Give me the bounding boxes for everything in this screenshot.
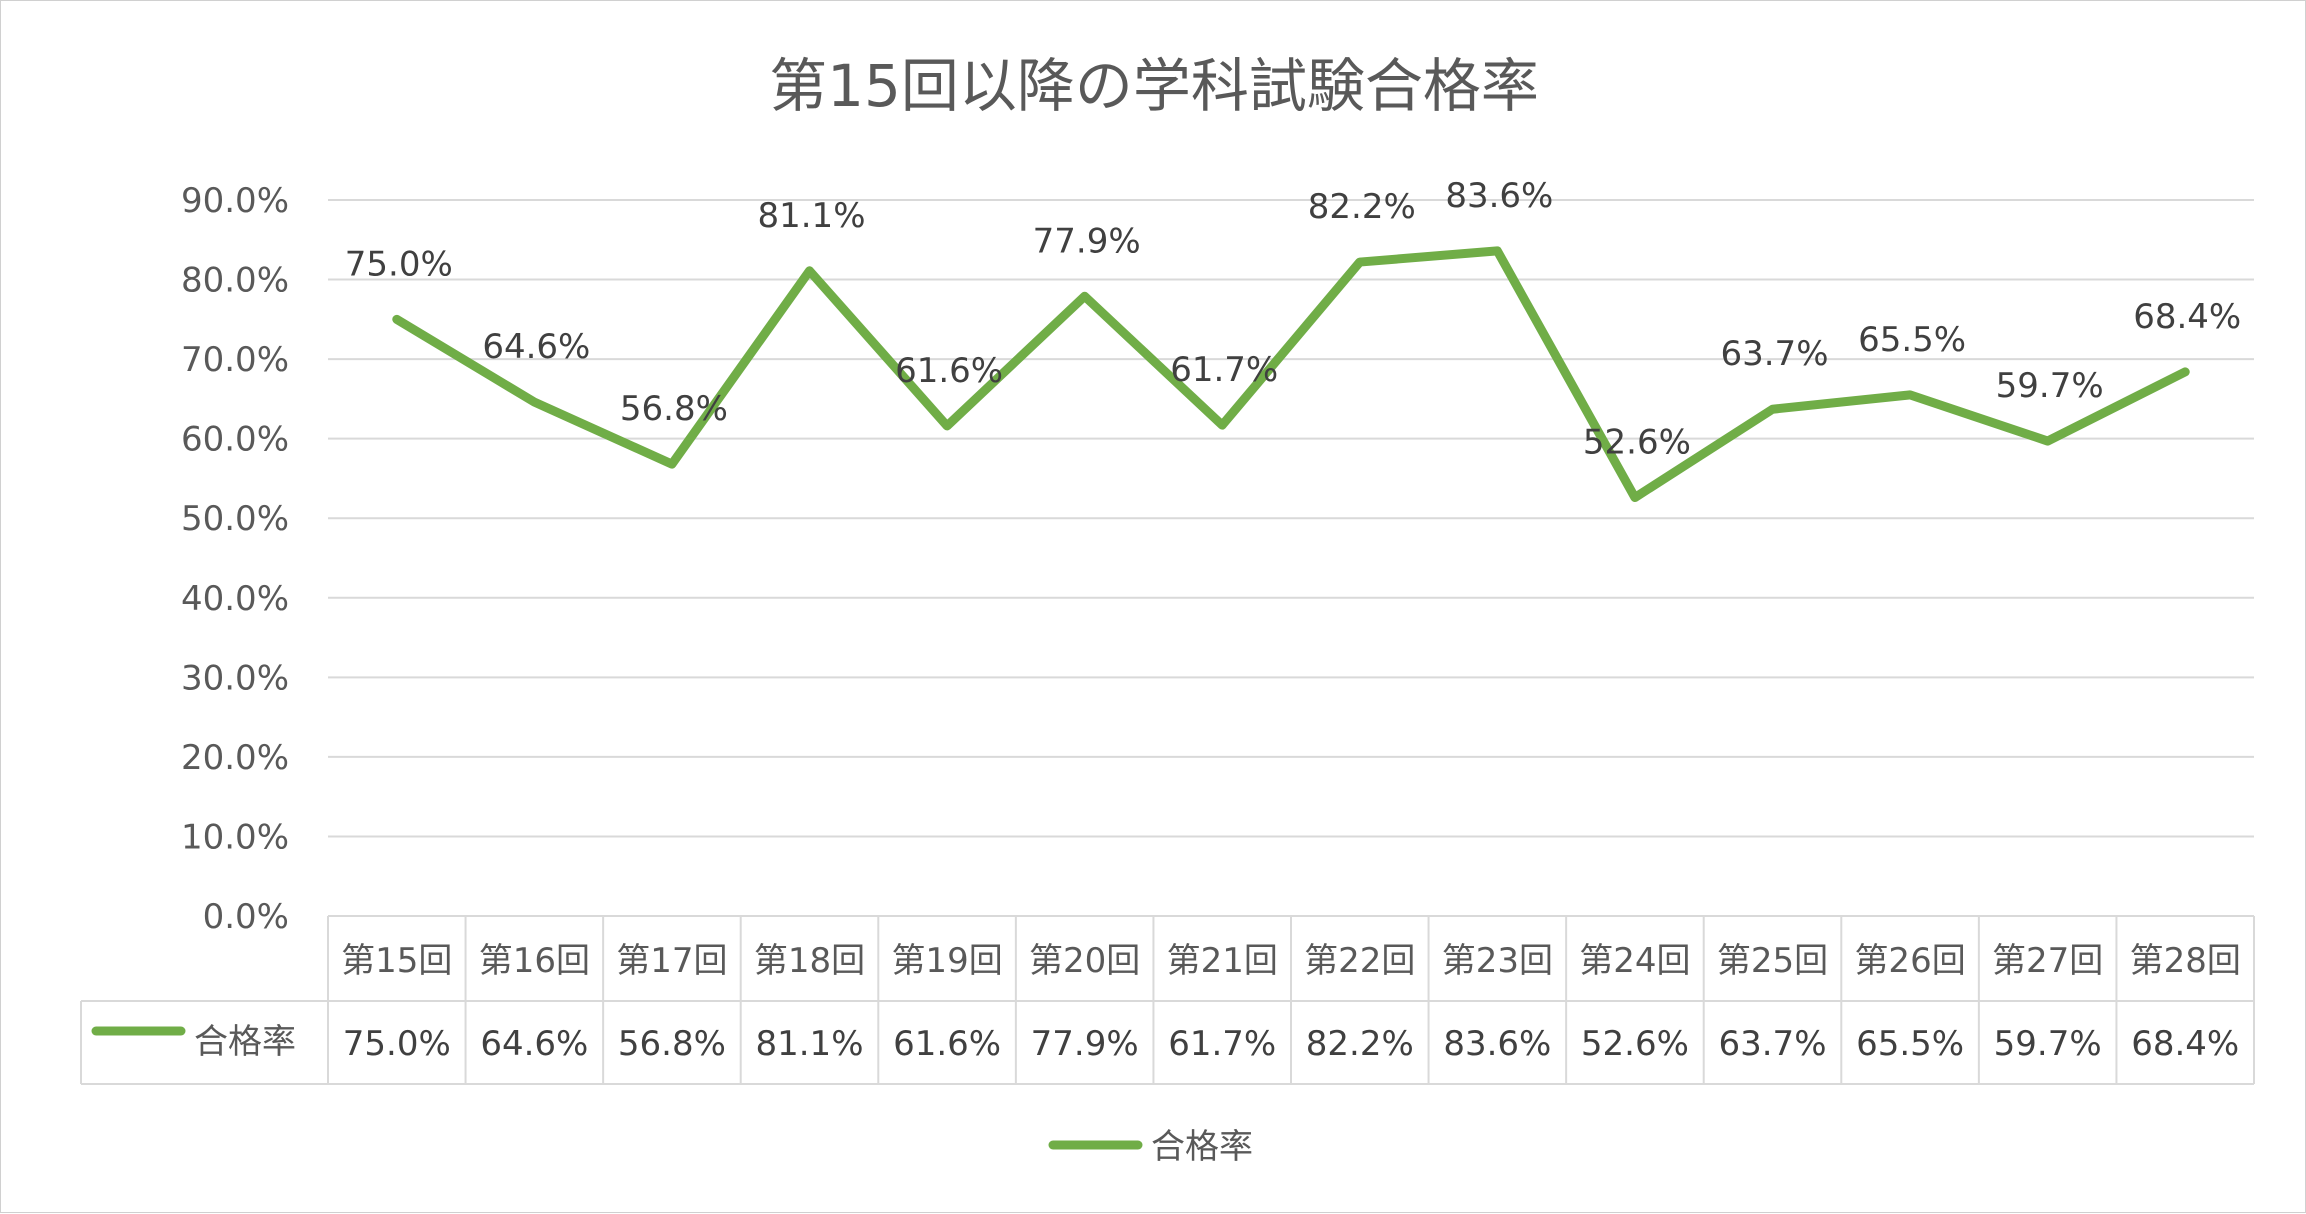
y-tick-label: 50.0% (181, 499, 289, 539)
data-label: 61.6% (895, 351, 1003, 391)
data-label: 81.1% (757, 196, 865, 236)
data-label: 64.6% (482, 327, 590, 367)
table-value: 81.1% (755, 1024, 863, 1064)
data-label: 65.5% (1858, 320, 1966, 360)
y-tick-label: 70.0% (181, 340, 289, 380)
x-category-label: 第22回 (1304, 941, 1415, 981)
y-tick-label: 20.0% (181, 738, 289, 778)
table-value: 52.6% (1581, 1024, 1689, 1064)
x-category-label: 第26回 (1854, 941, 1965, 981)
data-label: 75.0% (345, 244, 453, 284)
data-label: 56.8% (620, 389, 728, 429)
table-value: 56.8% (618, 1024, 726, 1064)
x-category-label: 第27回 (1992, 941, 2103, 981)
table-series-name: 合格率 (194, 1022, 296, 1062)
legend-label: 合格率 (1151, 1127, 1253, 1167)
table-value: 75.0% (343, 1024, 451, 1064)
x-category-label: 第24回 (1579, 941, 1690, 981)
table-value: 65.5% (1856, 1024, 1964, 1064)
x-category-label: 第19回 (891, 941, 1002, 981)
data-table: 第15回 第16回 第17回 第18回 第19回 第20回 第21回 第22回 第23回 第24回… (80, 915, 2255, 1085)
x-category-label: 第21回 (1167, 941, 1278, 981)
data-label: 63.7% (1720, 334, 1828, 374)
data-label: 68.4% (2133, 297, 2241, 337)
x-category-label: 第15回 (341, 941, 452, 981)
data-label: 83.6% (1445, 176, 1553, 216)
table-value: 77.9% (1031, 1024, 1139, 1064)
data-label: 77.9% (1033, 221, 1141, 261)
y-tick-label: 40.0% (181, 579, 289, 619)
data-label: 82.2% (1308, 187, 1416, 227)
y-tick-label: 60.0% (181, 420, 289, 460)
x-category-label: 第23回 (1442, 941, 1553, 981)
table-value: 63.7% (1718, 1024, 1826, 1064)
series-line-layer (392, 246, 2190, 503)
x-category-label: 第20回 (1029, 941, 1140, 981)
table-value: 83.6% (1443, 1024, 1551, 1064)
x-category-label: 第28回 (2130, 941, 2241, 981)
y-tick-label: 80.0% (181, 261, 289, 301)
y-axis-ticks: 0.0% 10.0% 20.0% 30.0% 40.0% 50.0% 60.0% 70.0% 8… (181, 181, 289, 937)
y-tick-label: 90.0% (181, 181, 289, 221)
table-value: 61.7% (1168, 1024, 1276, 1064)
x-category-label: 第25回 (1717, 941, 1828, 981)
legend: 合格率 (1048, 1127, 1253, 1167)
data-label: 61.7% (1170, 350, 1278, 390)
x-category-label: 第18回 (754, 941, 865, 981)
chart-title: 第15回以降の学科試験合格率 (769, 52, 1539, 120)
gridlines (328, 199, 2254, 917)
table-value: 68.4% (2131, 1024, 2239, 1064)
data-label: 59.7% (1996, 366, 2104, 406)
series-line (392, 246, 2190, 503)
table-value: 82.2% (1306, 1024, 1414, 1064)
data-label: 52.6% (1583, 423, 1691, 463)
table-value: 59.7% (1994, 1024, 2102, 1064)
y-tick-label: 30.0% (181, 658, 289, 698)
x-category-label: 第16回 (479, 941, 590, 981)
data-labels: 75.0% 64.6% 56.8% 81.1% 61.6% 77.9% 61.7% 82.2%… (345, 176, 2241, 463)
y-tick-label: 10.0% (181, 817, 289, 857)
x-category-label: 第17回 (616, 941, 727, 981)
y-tick-label: 0.0% (203, 897, 289, 937)
table-value: 61.6% (893, 1024, 1001, 1064)
table-value: 64.6% (480, 1024, 588, 1064)
